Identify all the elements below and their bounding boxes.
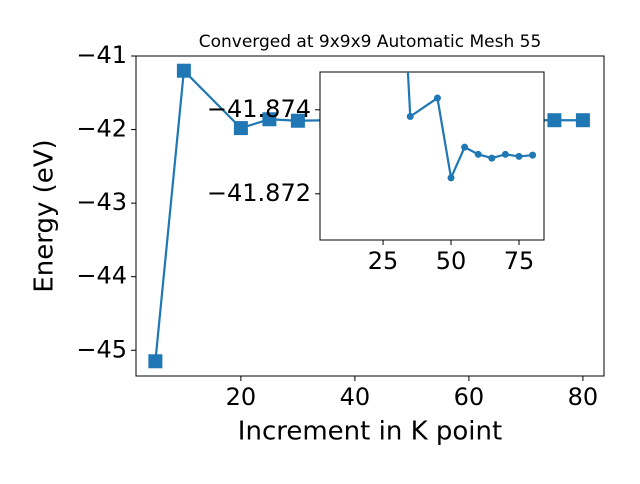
x-tick-label: 50: [436, 247, 467, 275]
x-tick-label: 40: [340, 383, 371, 411]
marker: [529, 151, 537, 159]
x-tick-label: 80: [568, 383, 599, 411]
y-tick-label: −45: [76, 335, 127, 363]
line: [406, 72, 533, 182]
marker: [461, 143, 469, 151]
marker: [433, 94, 441, 102]
y-tick-label: −43: [76, 188, 127, 216]
y-tick-label: −42: [76, 115, 127, 143]
marker: [262, 112, 277, 127]
x-tick-label: 20: [226, 383, 257, 411]
marker: [515, 152, 523, 160]
marker: [575, 113, 590, 128]
marker: [547, 113, 562, 128]
marker: [233, 121, 248, 136]
x-tick-label: 75: [504, 247, 535, 275]
marker: [148, 354, 163, 369]
x-axis-label: Increment in K point: [238, 417, 502, 447]
marker: [488, 154, 496, 162]
y-tick-label: −41: [76, 41, 127, 69]
marker: [406, 113, 414, 121]
chart-title: Converged at 9x9x9 Automatic Mesh 55: [199, 32, 542, 52]
marker: [474, 150, 482, 158]
marker: [176, 63, 191, 78]
plot-series: [406, 72, 537, 182]
y-axis-label: Energy (eV): [30, 139, 60, 292]
marker: [290, 113, 305, 128]
x-tick-label: 25: [368, 247, 399, 275]
y-tick-label: −44: [76, 262, 127, 290]
y-tick-label: −41.874: [207, 95, 311, 123]
marker: [447, 174, 455, 182]
y-tick-label: −41.872: [207, 179, 311, 207]
x-tick-label: 60: [454, 383, 485, 411]
marker: [501, 150, 509, 158]
